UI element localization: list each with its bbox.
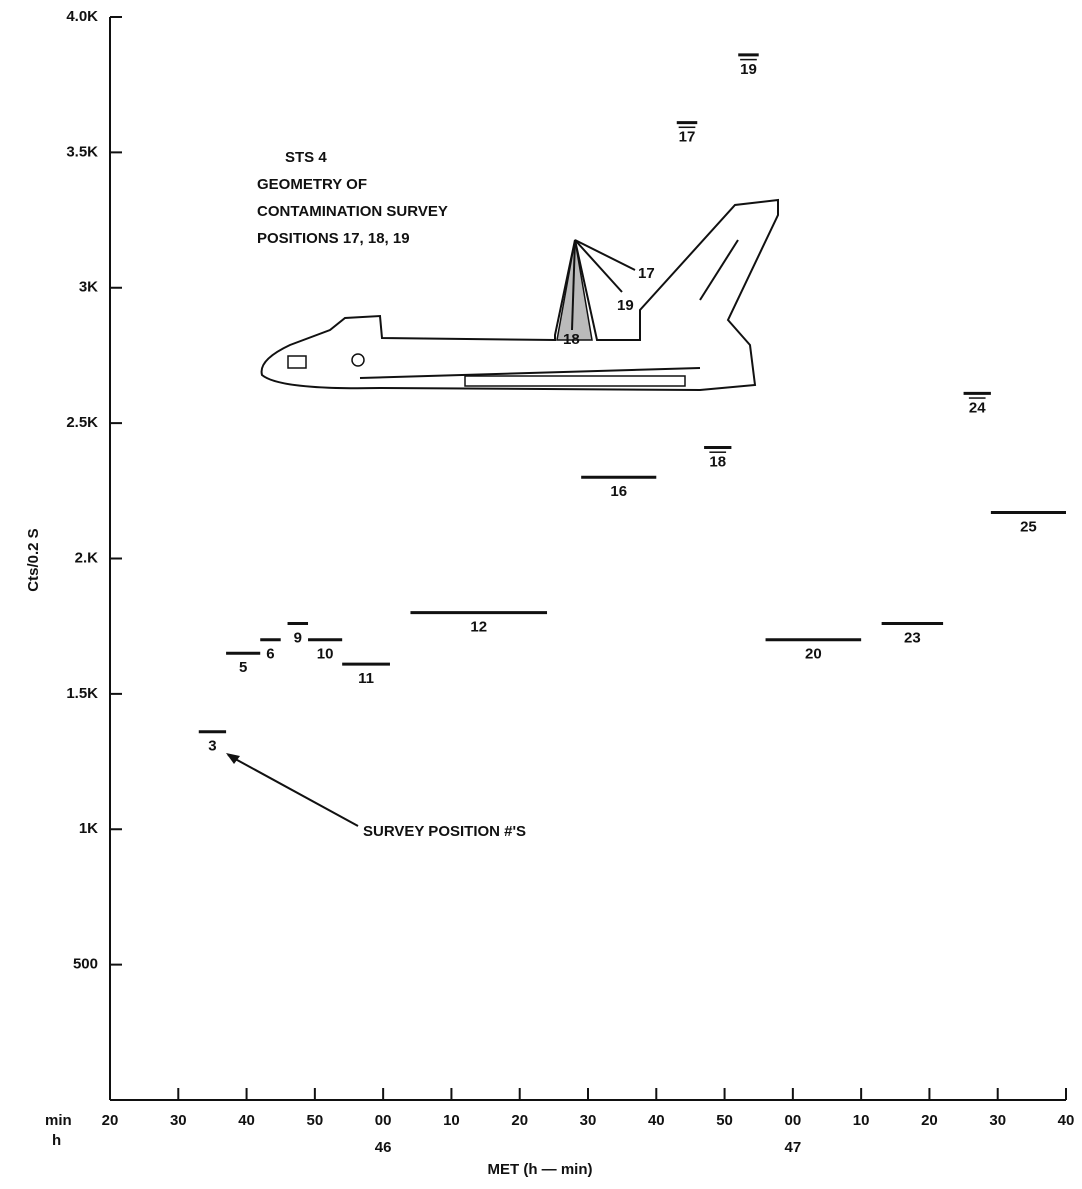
segment-label: 24	[969, 399, 986, 416]
y-tick-label: 1.5K	[66, 685, 98, 702]
segment-label: 12	[470, 619, 487, 636]
x-axis-label: MET (h — min)	[488, 1161, 593, 1178]
segment-label: 5	[239, 659, 247, 676]
x-tick-label: 30	[170, 1112, 187, 1129]
x-tick-label: 10	[443, 1112, 460, 1129]
x-tick-label: 20	[511, 1112, 528, 1129]
y-tick-label: 2.K	[75, 549, 99, 566]
segment-label: 20	[805, 646, 822, 663]
inset-label: 19	[617, 297, 634, 314]
arrow-head	[226, 753, 240, 764]
x-tick-label: 50	[716, 1112, 733, 1129]
y-tick-label: 3.5K	[66, 143, 98, 160]
hour-label: 47	[785, 1139, 802, 1156]
hour-label: 46	[375, 1139, 392, 1156]
segment-label: 19	[740, 61, 757, 78]
segment-label: 11	[358, 670, 374, 687]
y-tick-label: 2.5K	[66, 414, 98, 431]
annotation-arrow	[227, 754, 359, 827]
segment-label: 6	[266, 646, 274, 663]
inset-title: STS 4	[285, 149, 327, 166]
segment-label: 9	[294, 629, 302, 646]
x-tick-label: 40	[648, 1112, 665, 1129]
inset-label: 17	[638, 265, 655, 282]
segment-label: 23	[904, 629, 921, 646]
inset-title: CONTAMINATION SURVEY	[257, 203, 448, 220]
x-tick-label: 30	[580, 1112, 597, 1129]
segment-label: 25	[1020, 518, 1037, 535]
annotation: SURVEY POSITION #'S	[363, 823, 526, 840]
x-tick-label: 00	[375, 1112, 392, 1129]
y-axis-label: Cts/0.2 S	[25, 528, 42, 591]
x-row-label: min	[45, 1112, 72, 1129]
shuttle-diagram	[260, 198, 779, 392]
x-tick-label: 50	[307, 1112, 324, 1129]
y-tick-label: 1K	[79, 820, 98, 837]
x-tick-label: 30	[989, 1112, 1006, 1129]
segment-label: 16	[610, 483, 627, 500]
y-tick-label: 3K	[79, 279, 98, 296]
segment-label: 3	[208, 738, 216, 755]
x-tick-label: 20	[921, 1112, 938, 1129]
x-tick-label: 40	[1058, 1112, 1075, 1129]
inset-title: POSITIONS 17, 18, 19	[257, 230, 410, 247]
x-tick-label: 10	[853, 1112, 870, 1129]
y-tick-label: 500	[73, 956, 98, 973]
x-tick-label: 40	[238, 1112, 255, 1129]
segment-label: 17	[679, 129, 696, 146]
segment-label: 18	[709, 453, 726, 470]
y-tick-label: 4.0K	[66, 8, 98, 25]
x-tick-label: 00	[785, 1112, 802, 1129]
inset-title: GEOMETRY OF	[257, 176, 367, 193]
x-row-label: h	[52, 1132, 61, 1149]
inset-label: 18	[563, 331, 580, 348]
x-tick-label: 20	[102, 1112, 119, 1129]
segment-label: 10	[317, 646, 334, 663]
